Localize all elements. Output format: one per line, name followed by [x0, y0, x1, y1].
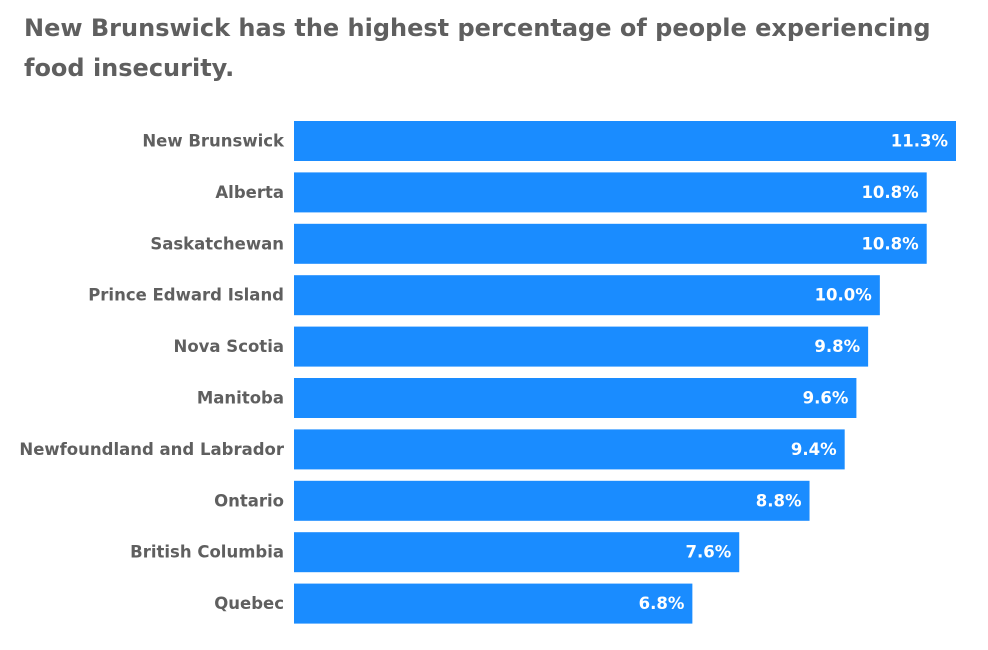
value-label-alberta: 10.8% [861, 183, 919, 202]
value-label-quebec: 6.8% [639, 594, 685, 613]
bar-ontario [294, 480, 810, 521]
bar-manitoba [294, 378, 857, 418]
category-label-british-columbia: British Columbia [130, 543, 284, 562]
bar-alberta [294, 172, 927, 213]
category-label-new-brunswick: New Brunswick [142, 132, 285, 151]
category-label-manitoba: Manitoba [197, 389, 284, 408]
bar-nova-scotia [294, 326, 869, 367]
value-label-ontario: 8.8% [756, 491, 802, 510]
bar-newfoundland-and-labrador [294, 429, 845, 470]
bar-british-columbia [294, 532, 740, 573]
bars-group [294, 121, 956, 624]
bar-new-brunswick [294, 121, 956, 161]
category-label-ontario: Ontario [214, 491, 284, 510]
category-label-saskatchewan: Saskatchewan [150, 234, 284, 253]
bar-saskatchewan [294, 223, 927, 264]
category-label-nova-scotia: Nova Scotia [174, 337, 284, 356]
value-label-manitoba: 9.6% [803, 389, 849, 408]
value-label-prince-edward-island: 10.0% [815, 286, 873, 305]
value-label-newfoundland-and-labrador: 9.4% [791, 440, 837, 459]
category-label-prince-edward-island: Prince Edward Island [88, 286, 284, 305]
category-label-newfoundland-and-labrador: Newfoundland and Labrador [19, 440, 284, 459]
value-label-saskatchewan: 10.8% [861, 234, 919, 253]
value-label-british-columbia: 7.6% [685, 543, 731, 562]
bar-prince-edward-island [294, 275, 880, 316]
bar-quebec [294, 583, 693, 624]
value-label-nova-scotia: 9.8% [814, 337, 860, 356]
category-labels-group: New Brunswick Alberta Saskatchewan Prince E… [19, 132, 285, 614]
value-label-new-brunswick: 11.3% [891, 132, 949, 151]
category-label-alberta: Alberta [215, 183, 284, 202]
value-labels-group: 11.3% 10.8% 10.8% 10.0% 9.8% 9.6% 9.4% 8.8% 7.6%… [639, 132, 949, 614]
category-label-quebec: Quebec [214, 594, 284, 613]
chart-title: New Brunswick has the highest percentage… [24, 14, 931, 82]
